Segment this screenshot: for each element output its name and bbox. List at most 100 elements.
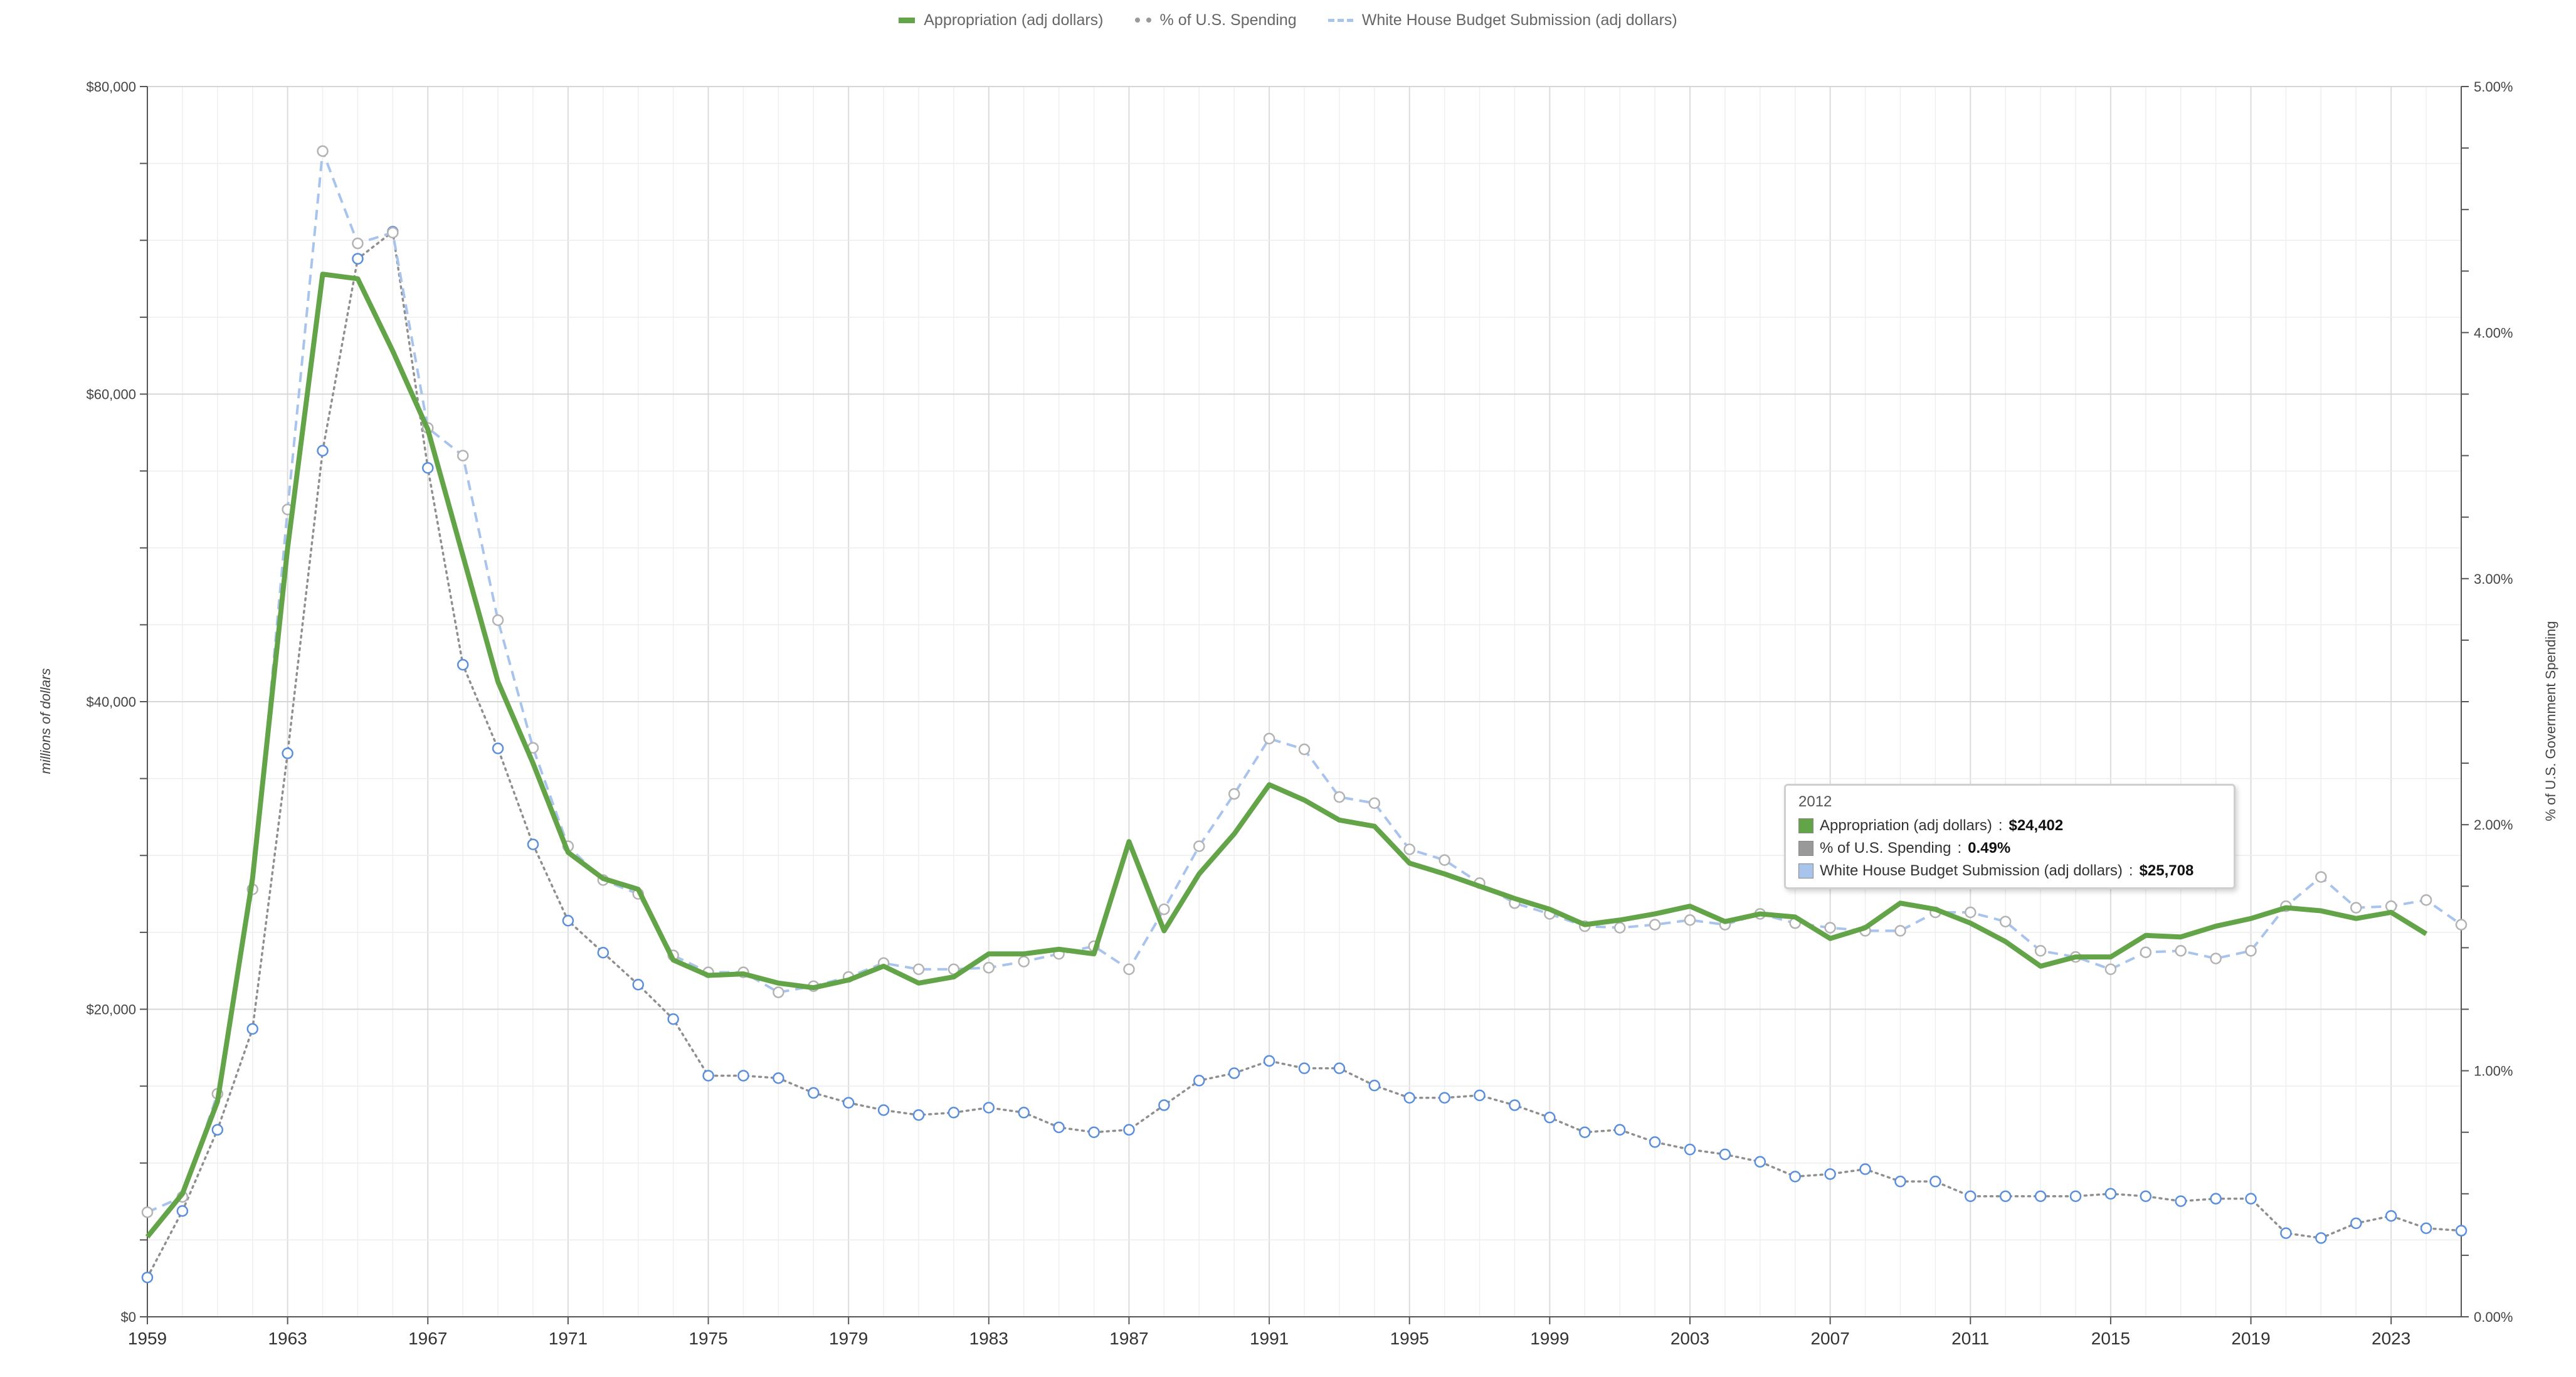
data-point-percent-spending	[632, 979, 644, 991]
data-point-budget-submission	[1158, 903, 1170, 915]
tooltip-value: $24,402	[2009, 817, 2064, 834]
data-point-percent-spending	[2034, 1190, 2047, 1202]
data-point-budget-submission	[2315, 871, 2327, 883]
data-point-percent-spending	[1929, 1175, 1941, 1188]
data-point-percent-spending	[1228, 1067, 1240, 1079]
data-point-budget-submission	[1824, 922, 1836, 934]
x-tick-label: 1999	[1530, 1329, 1569, 1348]
y-tick-label-left: $20,000	[86, 1002, 136, 1018]
series-line-appropriation	[145, 272, 2428, 1238]
data-point-budget-submission	[457, 450, 469, 462]
data-point-percent-spending	[1999, 1190, 2012, 1202]
data-point-percent-spending	[2315, 1232, 2327, 1244]
data-point-percent-spending	[808, 1087, 820, 1099]
y-tick-label-right: 4.00%	[2474, 325, 2513, 340]
data-point-percent-spending	[1894, 1175, 1906, 1188]
x-tick-label: 2023	[2372, 1329, 2410, 1348]
data-point-percent-spending	[527, 838, 539, 850]
data-point-percent-spending	[2104, 1188, 2117, 1200]
data-point-budget-submission	[912, 963, 925, 975]
y-tick-label-right: 3.00%	[2474, 571, 2513, 587]
chart-legend: Appropriation (adj dollars) % of U.S. Sp…	[0, 6, 2576, 34]
data-point-percent-spending	[1579, 1126, 1591, 1138]
data-point-percent-spending	[983, 1102, 995, 1114]
data-point-percent-spending	[282, 747, 293, 759]
legend-swatch-solid-icon	[899, 17, 916, 23]
tooltip-row-appropriation: Appropriation (adj dollars): $24,402	[1798, 815, 2221, 837]
y-tick-label-right: 2.00%	[2474, 817, 2513, 833]
data-point-percent-spending	[1509, 1099, 1521, 1111]
data-point-budget-submission	[1298, 743, 1311, 756]
y-axis-title-right: % of U.S. Government Spending	[2543, 621, 2558, 821]
data-point-percent-spending	[1719, 1148, 1731, 1161]
data-point-percent-spending	[2140, 1190, 2152, 1202]
tooltip-label: White House Budget Submission (adj dolla…	[1820, 862, 2123, 879]
x-tick-label: 1987	[1109, 1329, 1148, 1348]
legend-item-budget-submission[interactable]: White House Budget Submission (adj dolla…	[1328, 11, 1677, 29]
data-point-budget-submission	[387, 226, 399, 239]
data-point-budget-submission	[2140, 946, 2152, 959]
data-point-percent-spending	[1053, 1121, 1065, 1134]
data-point-percent-spending	[1474, 1089, 1486, 1102]
y-tick-label-right: 5.00%	[2474, 79, 2513, 95]
data-point-percent-spending	[2175, 1195, 2187, 1207]
data-point-budget-submission	[1123, 963, 1135, 975]
data-point-budget-submission	[141, 1206, 154, 1218]
data-point-percent-spending	[457, 658, 469, 671]
axis-layer: $0 $20,000 $40,000 $60,000 $80,000 0.00% 1.00%…	[86, 79, 2513, 1348]
x-tick-label: 2003	[1671, 1329, 1709, 1348]
data-point-percent-spending	[2420, 1222, 2432, 1234]
legend-label: White House Budget Submission (adj dolla…	[1361, 11, 1677, 29]
legend-item-appropriation[interactable]: Appropriation (adj dollars)	[899, 11, 1104, 29]
data-point-percent-spending	[352, 253, 364, 265]
data-point-percent-spending	[597, 946, 610, 959]
tooltip-year: 2012	[1798, 793, 1832, 810]
data-point-budget-submission	[1018, 956, 1030, 968]
data-point-budget-submission	[1228, 788, 1240, 800]
data-point-budget-submission	[2104, 963, 2117, 975]
data-point-percent-spending	[1368, 1079, 1381, 1092]
data-point-percent-spending	[1263, 1055, 1275, 1067]
data-point-percent-spending	[562, 914, 574, 927]
x-tick-label: 1975	[689, 1329, 727, 1348]
data-point-budget-submission	[1684, 914, 1696, 926]
data-point-percent-spending	[492, 742, 504, 754]
series-layer	[141, 145, 2468, 1284]
data-point-percent-spending	[773, 1072, 784, 1084]
data-point-percent-spending	[1965, 1190, 1977, 1202]
data-point-budget-submission	[983, 962, 995, 974]
data-point-percent-spending	[2455, 1225, 2468, 1237]
data-point-percent-spending	[141, 1271, 154, 1284]
data-point-budget-submission	[1333, 791, 1346, 803]
tooltip-label: % of U.S. Spending	[1820, 840, 1951, 857]
data-point-percent-spending	[667, 1013, 679, 1025]
data-point-budget-submission	[1438, 854, 1450, 866]
tooltip-row-budget-submission: White House Budget Submission (adj dolla…	[1798, 860, 2221, 882]
data-point-percent-spending	[737, 1070, 749, 1082]
data-point-percent-spending	[912, 1109, 925, 1121]
data-point-budget-submission	[492, 614, 504, 626]
x-tick-label: 2007	[1810, 1329, 1849, 1348]
data-point-percent-spending	[1824, 1168, 1836, 1180]
tooltip-value: 0.49%	[1968, 840, 2011, 857]
x-tick-label: 2011	[1951, 1329, 1989, 1348]
data-point-percent-spending	[2210, 1193, 2222, 1205]
data-point-budget-submission	[2034, 945, 2047, 957]
data-point-percent-spending	[2069, 1190, 2082, 1202]
data-point-budget-submission	[1894, 925, 1906, 937]
y-axis-title-left: millions of dollars	[38, 668, 53, 774]
data-point-budget-submission	[1403, 843, 1415, 855]
legend-item-percent-spending[interactable]: % of U.S. Spending	[1134, 11, 1297, 29]
data-point-budget-submission	[2350, 902, 2362, 914]
data-point-budget-submission	[2455, 919, 2468, 931]
data-point-percent-spending	[2385, 1210, 2397, 1222]
data-point-percent-spending	[1333, 1062, 1346, 1074]
data-point-budget-submission	[317, 145, 329, 157]
x-tick-label: 1959	[128, 1329, 167, 1348]
x-tick-label: 2015	[2091, 1329, 2130, 1348]
data-point-percent-spending	[1123, 1124, 1135, 1136]
data-point-percent-spending	[246, 1023, 258, 1035]
data-point-budget-submission	[352, 237, 364, 250]
